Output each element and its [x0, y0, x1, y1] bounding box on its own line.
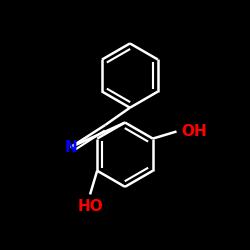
- Text: OH: OH: [182, 124, 207, 139]
- Text: N: N: [64, 140, 77, 155]
- Text: HO: HO: [77, 199, 103, 214]
